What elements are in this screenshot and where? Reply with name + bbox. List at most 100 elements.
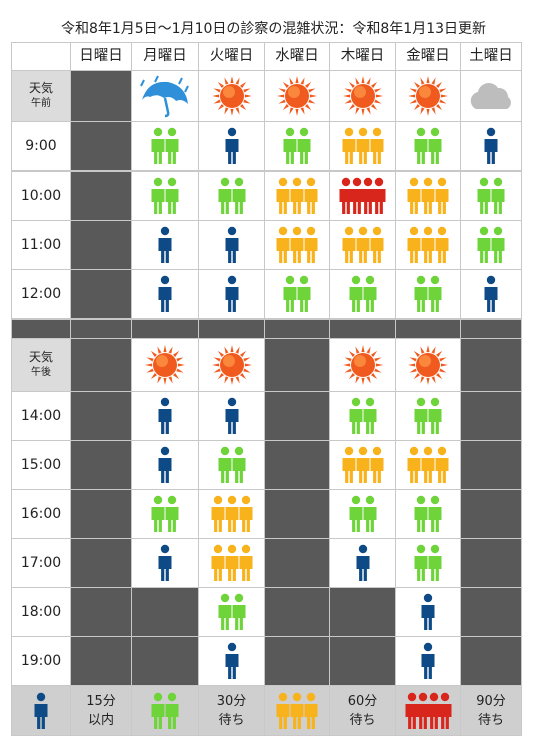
day-header-1: 月曜日 bbox=[132, 43, 198, 70]
pm-weather-cell bbox=[132, 339, 198, 391]
time-label-cell: 16:00 bbox=[12, 490, 70, 538]
closed-cell bbox=[265, 441, 329, 489]
legend-icon-cell bbox=[265, 686, 329, 735]
people-level-4-icon bbox=[405, 692, 451, 729]
people-level-2-icon bbox=[477, 177, 505, 214]
weather-label: 天気 bbox=[28, 350, 53, 364]
people-level-2-icon bbox=[218, 446, 245, 483]
closed-cell bbox=[461, 441, 521, 489]
people-level-2-icon bbox=[151, 127, 179, 164]
time-label: 11:00 bbox=[20, 237, 62, 253]
people-level-3-icon bbox=[342, 127, 383, 164]
people-level-2-icon bbox=[414, 127, 442, 164]
people-level-1-icon bbox=[158, 397, 172, 434]
time-label: 14:00 bbox=[20, 408, 62, 424]
legend-wait-suffix: 待ち bbox=[349, 712, 376, 728]
congestion-cell bbox=[330, 392, 395, 440]
congestion-cell bbox=[265, 172, 329, 220]
legend-wait-suffix: 待ち bbox=[218, 712, 245, 728]
congestion-cell bbox=[132, 270, 198, 318]
legend-text-cell: 15分以内 bbox=[71, 686, 131, 735]
day-label: 木曜日 bbox=[340, 48, 385, 64]
closed-cell bbox=[461, 637, 521, 685]
legend-icon-cell bbox=[396, 686, 460, 735]
legend-wait-time: 15分 bbox=[86, 693, 116, 709]
congestion-cell bbox=[461, 172, 521, 220]
break-cell bbox=[71, 320, 131, 338]
time-label-cell: 10:00 bbox=[12, 172, 70, 220]
congestion-cell bbox=[396, 637, 460, 685]
people-level-2-icon bbox=[283, 127, 311, 164]
people-level-1-icon bbox=[225, 226, 238, 263]
people-level-1-icon bbox=[225, 642, 238, 679]
am-weather-cell bbox=[461, 71, 521, 121]
legend-text-cell: 60分待ち bbox=[330, 686, 395, 735]
pm-weather-cell bbox=[199, 339, 264, 391]
congestion-cell bbox=[132, 539, 198, 587]
time-label-cell: 12:00 bbox=[12, 270, 70, 318]
closed-cell bbox=[71, 270, 131, 318]
legend-text-cell: 30分 待ち bbox=[199, 686, 264, 735]
break-cell bbox=[132, 320, 198, 338]
congestion-cell bbox=[199, 270, 264, 318]
time-label-cell: 11:00 bbox=[12, 221, 70, 269]
closed-cell bbox=[265, 588, 329, 636]
day-header-3: 水曜日 bbox=[265, 43, 329, 70]
sun-icon bbox=[211, 345, 252, 385]
congestion-cell bbox=[132, 221, 198, 269]
legend-wait-time: 60分 bbox=[347, 693, 378, 709]
congestion-cell bbox=[199, 392, 264, 440]
time-label-cell: 19:00 bbox=[12, 637, 70, 685]
closed-cell bbox=[71, 490, 131, 538]
congestion-cell bbox=[330, 122, 395, 170]
congestion-cell bbox=[396, 172, 460, 220]
time-label: 15:00 bbox=[20, 457, 62, 473]
people-level-3-icon bbox=[276, 692, 318, 729]
day-header-2: 火曜日 bbox=[199, 43, 264, 70]
day-label: 金曜日 bbox=[406, 48, 450, 64]
closed-cell bbox=[461, 490, 521, 538]
time-label: 18:00 bbox=[20, 604, 62, 620]
period-label: 午後 bbox=[31, 367, 51, 378]
people-level-2-icon bbox=[151, 495, 179, 532]
congestion-cell bbox=[199, 588, 264, 636]
congestion-cell bbox=[199, 122, 264, 170]
day-header-6: 土曜日 bbox=[461, 43, 521, 70]
day-header-5: 金曜日 bbox=[396, 43, 460, 70]
congestion-cell bbox=[396, 392, 460, 440]
sun-icon bbox=[342, 345, 383, 385]
people-level-1-icon bbox=[421, 642, 435, 679]
people-level-2-icon bbox=[283, 275, 311, 312]
congestion-cell bbox=[330, 221, 395, 269]
people-level-3-icon bbox=[211, 544, 252, 581]
congestion-cell bbox=[265, 221, 329, 269]
am-weather-cell bbox=[265, 71, 329, 121]
congestion-cell bbox=[461, 270, 521, 318]
closed-cell bbox=[265, 392, 329, 440]
break-cell bbox=[330, 320, 395, 338]
time-label-cell: 17:00 bbox=[12, 539, 70, 587]
legend-icon-cell bbox=[132, 686, 198, 735]
people-level-1-icon bbox=[158, 446, 172, 483]
congestion-cell bbox=[265, 122, 329, 170]
break-cell bbox=[265, 320, 329, 338]
congestion-cell bbox=[199, 172, 264, 220]
sun-icon bbox=[211, 76, 252, 116]
closed-cell bbox=[330, 588, 395, 636]
congestion-cell bbox=[199, 637, 264, 685]
people-level-2-icon bbox=[414, 275, 442, 312]
congestion-cell bbox=[199, 441, 264, 489]
people-level-2-icon bbox=[218, 593, 245, 630]
people-level-2-icon bbox=[218, 177, 245, 214]
break-cell bbox=[461, 320, 521, 338]
people-level-1-icon bbox=[158, 226, 172, 263]
congestion-cell bbox=[132, 172, 198, 220]
legend-wait-suffix: 以内 bbox=[87, 712, 114, 728]
people-level-3-icon bbox=[342, 226, 383, 263]
people-level-2-icon bbox=[477, 226, 505, 263]
time-label: 17:00 bbox=[20, 555, 62, 571]
congestion-cell bbox=[396, 122, 460, 170]
time-label-cell: 9:00 bbox=[12, 122, 70, 170]
people-level-1-icon bbox=[356, 544, 369, 581]
time-label-cell: 15:00 bbox=[12, 441, 70, 489]
